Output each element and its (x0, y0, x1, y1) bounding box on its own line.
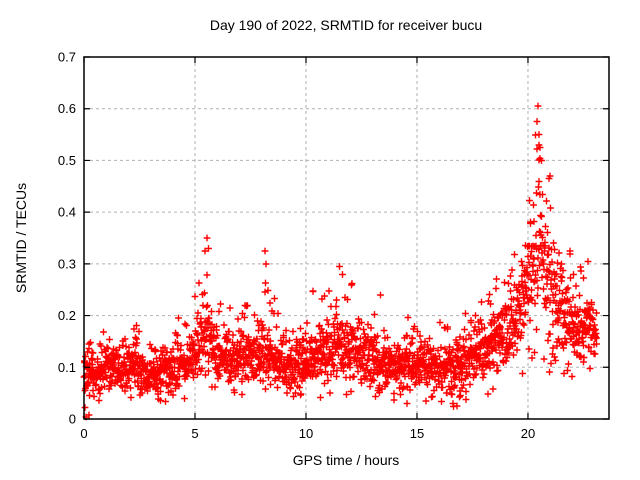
y-tick-label: 0.2 (58, 308, 76, 323)
x-tick-label: 10 (299, 426, 313, 441)
plot-frame (83, 56, 610, 420)
y-tick-label: 0.4 (58, 205, 76, 220)
frame-rect (83, 56, 610, 420)
y-tick-label: 0 (69, 412, 76, 427)
y-tick-label: 0.7 (58, 50, 76, 65)
y-axis-label: SRMTID / TECUs (13, 183, 29, 293)
data-points (80, 102, 600, 421)
x-tick-label: 15 (410, 426, 424, 441)
x-tick-label: 0 (80, 426, 87, 441)
x-tick-label: 5 (191, 426, 198, 441)
axis-ticks (83, 56, 609, 420)
y-tick-label: 0.3 (58, 256, 76, 271)
x-tick-label: 20 (521, 426, 535, 441)
y-tick-label: 0.1 (58, 360, 76, 375)
y-tick-label: 0.6 (58, 101, 76, 116)
scatter-plus-markers (80, 102, 600, 421)
x-axis-label: GPS time / hours (293, 452, 400, 468)
axis-tick-labels: 0 5 10 15 20 0 0.1 0.2 0.3 0.4 0.5 0.6 0.7 (58, 50, 535, 442)
y-tick-label: 0.5 (58, 153, 76, 168)
chart-title: Day 190 of 2022, SRMTID for receiver buc… (210, 17, 482, 33)
tick-marks (83, 56, 609, 420)
